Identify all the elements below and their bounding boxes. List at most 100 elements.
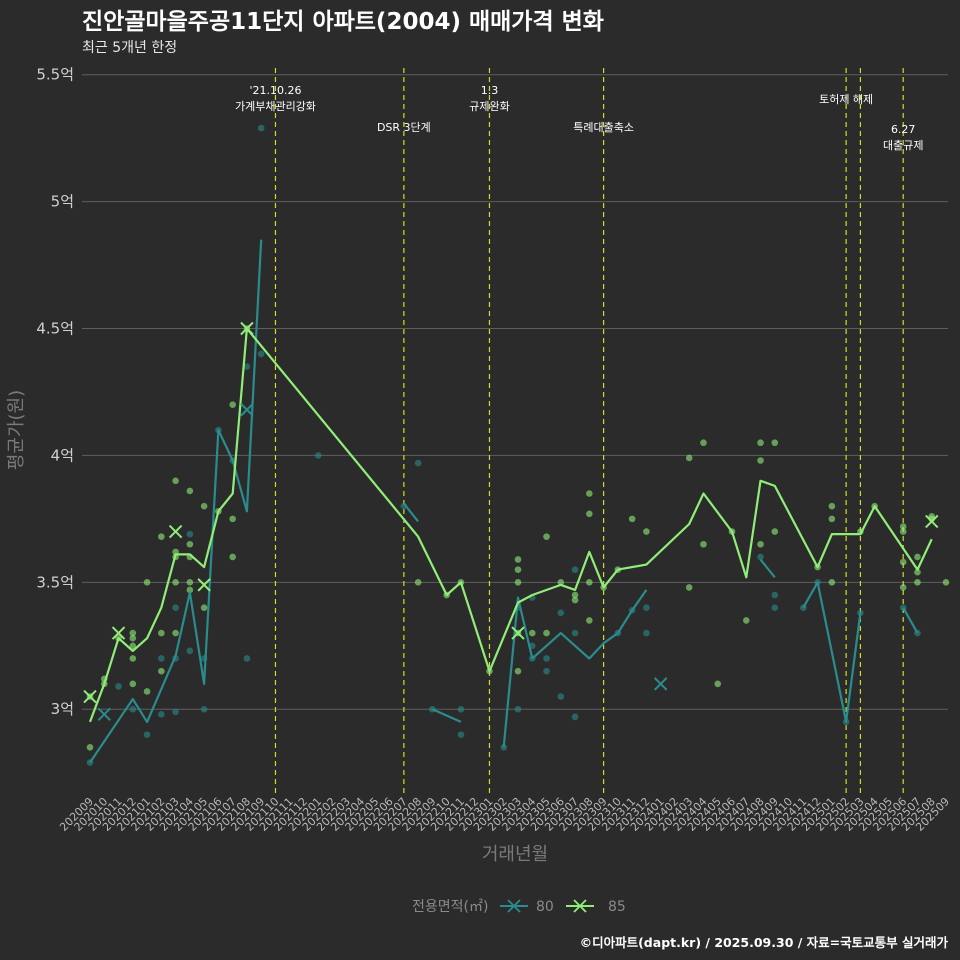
policy-annotation: 1.3 xyxy=(481,84,499,97)
data-point xyxy=(771,528,779,535)
cross-marker xyxy=(111,626,126,640)
data-point xyxy=(143,731,151,738)
chart-title: 진안골마을주공11단지 아파트(2004) 매매가격 변화 xyxy=(82,9,604,35)
data-point xyxy=(186,487,194,495)
chart-caption: ©디아파트(dapt.kr) / 2025.09.30 / 자료=국토교통부 실… xyxy=(580,935,949,950)
data-point xyxy=(571,596,579,604)
y-tick-label: 3.5억 xyxy=(36,573,74,591)
data-point xyxy=(899,523,907,530)
policy-annotation: DSR 3단계 xyxy=(377,121,431,134)
data-point xyxy=(129,705,137,713)
data-point xyxy=(571,713,579,721)
data-point xyxy=(172,604,179,612)
series-line xyxy=(431,708,462,723)
data-point xyxy=(158,533,165,540)
data-point xyxy=(586,579,593,586)
data-point xyxy=(514,667,522,675)
data-point xyxy=(914,553,921,561)
data-point xyxy=(828,579,836,586)
legend-title: 전용면적(㎡) xyxy=(412,899,488,915)
data-point xyxy=(129,655,137,662)
y-tick-label: 4억 xyxy=(51,446,74,464)
x-axis: 2020092020102020112020122021012021022021… xyxy=(57,795,952,834)
data-point xyxy=(158,655,165,662)
data-point xyxy=(129,680,137,688)
data-point xyxy=(457,731,465,738)
data-point xyxy=(771,439,779,447)
data-point xyxy=(757,439,764,447)
y-tick-label: 4.5억 xyxy=(36,320,74,338)
data-point xyxy=(828,515,836,523)
data-point xyxy=(714,680,722,688)
legend-label: 80 xyxy=(536,899,554,915)
data-point xyxy=(172,579,179,586)
series-line xyxy=(802,581,862,723)
data-point xyxy=(543,629,550,637)
data-point xyxy=(899,558,907,566)
data-point xyxy=(586,490,593,497)
data-point xyxy=(314,452,322,459)
data-point xyxy=(586,617,593,624)
data-point xyxy=(158,667,165,675)
series-line xyxy=(502,589,648,748)
data-point xyxy=(514,556,522,563)
data-point xyxy=(414,459,422,467)
data-point xyxy=(186,579,194,586)
policy-annotation: 규제완화 xyxy=(469,100,509,113)
data-point xyxy=(685,584,693,591)
chart-subtitle: 최근 5개년 한정 xyxy=(82,40,177,56)
data-point xyxy=(643,629,650,637)
data-point xyxy=(771,591,779,599)
y-axis: 3억 3.5억 4억 4.5억 5억 5.5억 xyxy=(36,66,74,719)
data-point xyxy=(628,515,636,523)
data-point xyxy=(557,609,565,617)
grid xyxy=(82,74,948,710)
data-point xyxy=(514,579,522,586)
series-line xyxy=(902,607,919,634)
legend-label: 85 xyxy=(608,899,626,915)
data-point xyxy=(158,711,165,718)
data-point xyxy=(543,667,550,675)
x-axis-title: 거래년월 xyxy=(482,844,548,865)
cross-marker xyxy=(97,707,111,722)
data-point xyxy=(757,553,764,561)
data-point xyxy=(528,629,536,637)
data-point xyxy=(172,629,179,637)
data-point xyxy=(771,604,779,612)
data-point xyxy=(158,629,165,637)
cross-marker xyxy=(83,689,97,704)
series-line xyxy=(759,558,776,578)
y-tick-label: 5억 xyxy=(51,193,74,211)
data-point xyxy=(186,586,194,594)
data-point xyxy=(129,629,137,637)
legend: 전용면적(㎡) 80 85 xyxy=(412,899,626,915)
cross-marker xyxy=(240,321,254,336)
legend-marker xyxy=(507,899,521,913)
data-point xyxy=(899,528,907,535)
cross-marker xyxy=(653,677,668,691)
series-line xyxy=(89,239,263,764)
data-point xyxy=(243,363,251,370)
data-point xyxy=(543,655,550,662)
data-point xyxy=(685,454,693,462)
data-point xyxy=(457,705,465,713)
y-tick-label: 3억 xyxy=(51,700,74,718)
data-point xyxy=(643,528,650,535)
series-line xyxy=(403,502,419,523)
data-point xyxy=(172,477,179,485)
data-point xyxy=(899,584,907,591)
data-point xyxy=(129,642,137,650)
data-point xyxy=(557,693,565,700)
data-point xyxy=(186,647,194,655)
policy-annotation: 가계부채관리강화 xyxy=(235,100,316,113)
cross-marker xyxy=(240,403,254,417)
data-point xyxy=(586,510,593,518)
data-point xyxy=(257,350,265,358)
data-point xyxy=(557,579,565,586)
data-point xyxy=(514,705,522,713)
data-point xyxy=(757,540,764,548)
legend-marker xyxy=(573,899,587,913)
data-point xyxy=(914,579,921,586)
data-point xyxy=(543,533,550,540)
series-line xyxy=(88,327,933,723)
